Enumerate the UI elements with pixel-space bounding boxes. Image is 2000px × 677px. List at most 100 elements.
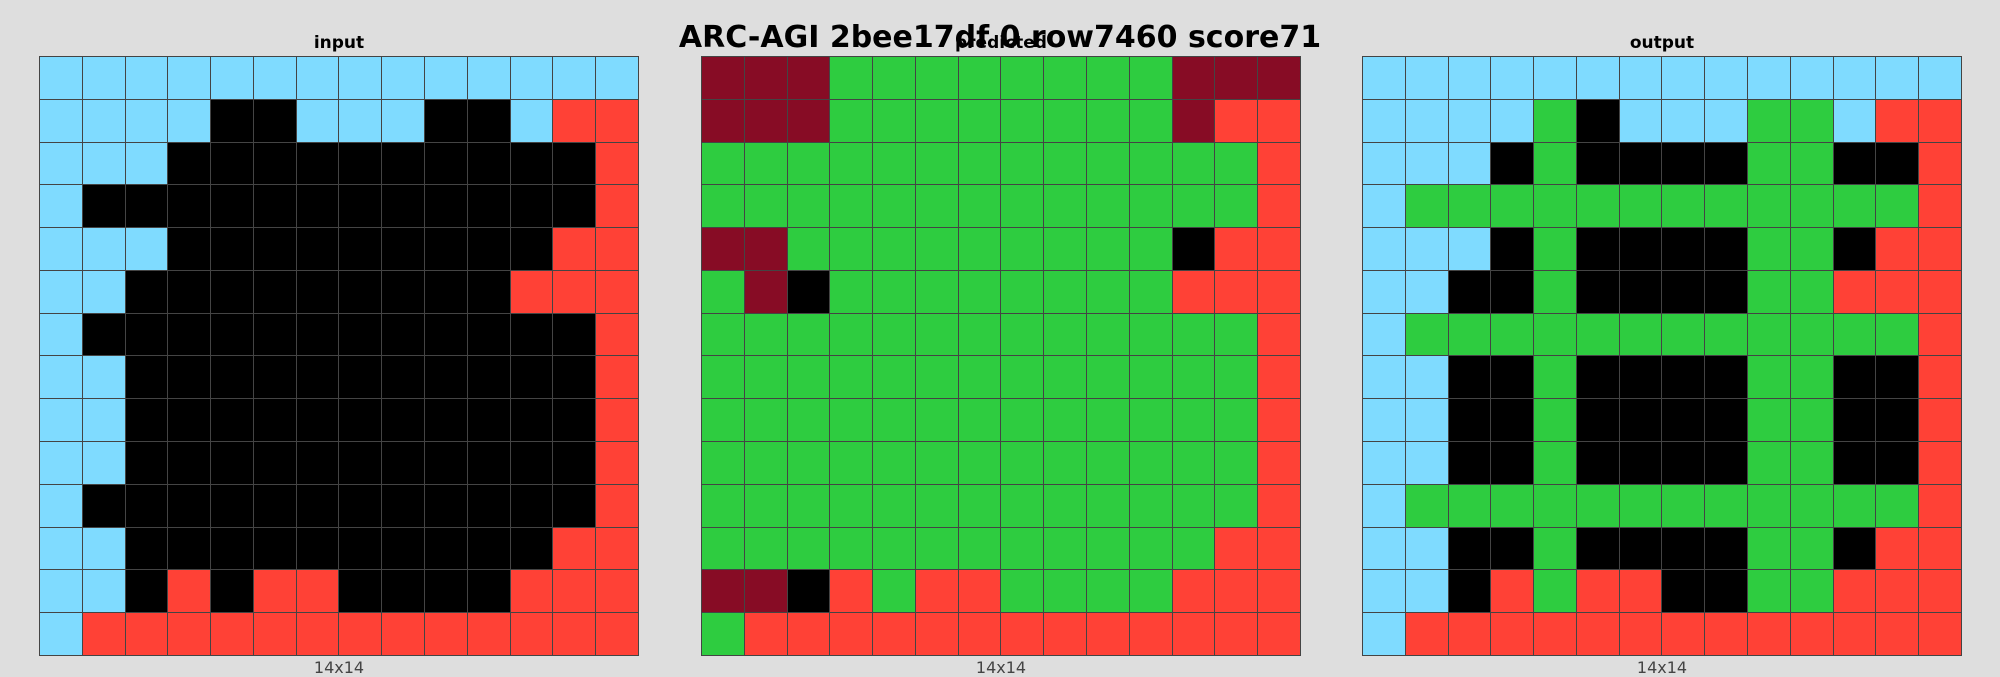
grid-cell (211, 185, 253, 228)
grid-cell (125, 613, 168, 655)
grid-cell (1363, 570, 1405, 613)
grid-cell (467, 356, 510, 399)
predicted-dims-label: 14x14 (975, 658, 1027, 677)
grid-cell (1001, 484, 1044, 527)
grid-cell (702, 484, 744, 527)
grid-cell (1129, 99, 1172, 142)
grid-cell (1363, 527, 1405, 570)
grid-cell (40, 442, 82, 484)
grid-cell (296, 142, 339, 185)
grid-cell (1258, 228, 1300, 270)
grid-cell (596, 613, 638, 655)
grid-cell (510, 142, 553, 185)
grid-cell (467, 185, 510, 228)
grid-cell (82, 399, 125, 442)
grid-cell (1215, 399, 1258, 442)
grid-cell (1363, 57, 1405, 99)
grid-cell (1491, 228, 1534, 270)
grid-cell (382, 313, 425, 356)
grid-cell (1087, 270, 1129, 313)
grid-cell (873, 613, 915, 655)
grid-cell (1129, 484, 1172, 527)
output-grid (1362, 56, 1962, 656)
grid-cell (425, 142, 467, 185)
grid-cell (1619, 570, 1662, 613)
grid-cell (1576, 57, 1619, 99)
grid-cell (1258, 442, 1300, 484)
grid-cell (1790, 270, 1833, 313)
grid-cell (1534, 399, 1576, 442)
grid-cell (253, 142, 296, 185)
grid-cell (1919, 142, 1961, 185)
grid-cell (1748, 442, 1790, 484)
grid-cell (510, 57, 553, 99)
grid-cell (1215, 527, 1258, 570)
grid-cell (82, 270, 125, 313)
grid-cell (1790, 613, 1833, 655)
grid-cell (168, 185, 211, 228)
grid-cell (40, 356, 82, 399)
grid-cell (1001, 613, 1044, 655)
grid-cell (1172, 313, 1215, 356)
grid-cell (253, 613, 296, 655)
grid-cell (1919, 270, 1961, 313)
grid-cell (873, 570, 915, 613)
grid-cell (1576, 356, 1619, 399)
grid-cell (253, 399, 296, 442)
grid-cell (1705, 99, 1748, 142)
grid-cell (744, 570, 787, 613)
grid-cell (702, 442, 744, 484)
grid-cell (40, 57, 82, 99)
grid-cell (82, 484, 125, 527)
grid-cell (168, 99, 211, 142)
grid-cell (1172, 613, 1215, 655)
grid-cell (382, 185, 425, 228)
grid-cell (1876, 356, 1919, 399)
grid-cell (82, 185, 125, 228)
grid-cell (1534, 228, 1576, 270)
grid-cell (958, 185, 1001, 228)
grid-cell (296, 270, 339, 313)
grid-cell (1001, 57, 1044, 99)
grid-cell (1172, 442, 1215, 484)
grid-cell (1405, 313, 1448, 356)
grid-cell (1919, 228, 1961, 270)
grid-cell (1919, 99, 1961, 142)
grid-cell (467, 613, 510, 655)
grid-cell (873, 527, 915, 570)
grid-cell (1619, 613, 1662, 655)
grid-cell (553, 399, 596, 442)
grid-cell (1172, 527, 1215, 570)
grid-cell (125, 399, 168, 442)
grid-cell (702, 270, 744, 313)
grid-cell (702, 399, 744, 442)
grid-cell (339, 99, 382, 142)
grid-cell (744, 527, 787, 570)
grid-cell (1748, 185, 1790, 228)
grid-cell (510, 613, 553, 655)
grid-cell (425, 570, 467, 613)
grid-cell (211, 484, 253, 527)
grid-cell (1876, 527, 1919, 570)
grid-cell (744, 270, 787, 313)
grid-cell (744, 185, 787, 228)
grid-cell (915, 570, 958, 613)
grid-cell (1790, 57, 1833, 99)
grid-cell (82, 570, 125, 613)
grid-cell (1044, 313, 1087, 356)
grid-cell (1448, 99, 1491, 142)
grid-cell (1790, 228, 1833, 270)
grid-cell (382, 484, 425, 527)
grid-cell (1534, 484, 1576, 527)
grid-cell (915, 613, 958, 655)
grid-cell (253, 570, 296, 613)
grid-cell (1087, 57, 1129, 99)
grid-cell (1405, 613, 1448, 655)
grid-cell (1448, 399, 1491, 442)
grid-cell (253, 270, 296, 313)
grid-cell (596, 99, 638, 142)
grid-cell (1258, 313, 1300, 356)
grid-cell (1833, 142, 1876, 185)
grid-cell (1448, 57, 1491, 99)
grid-cell (296, 570, 339, 613)
